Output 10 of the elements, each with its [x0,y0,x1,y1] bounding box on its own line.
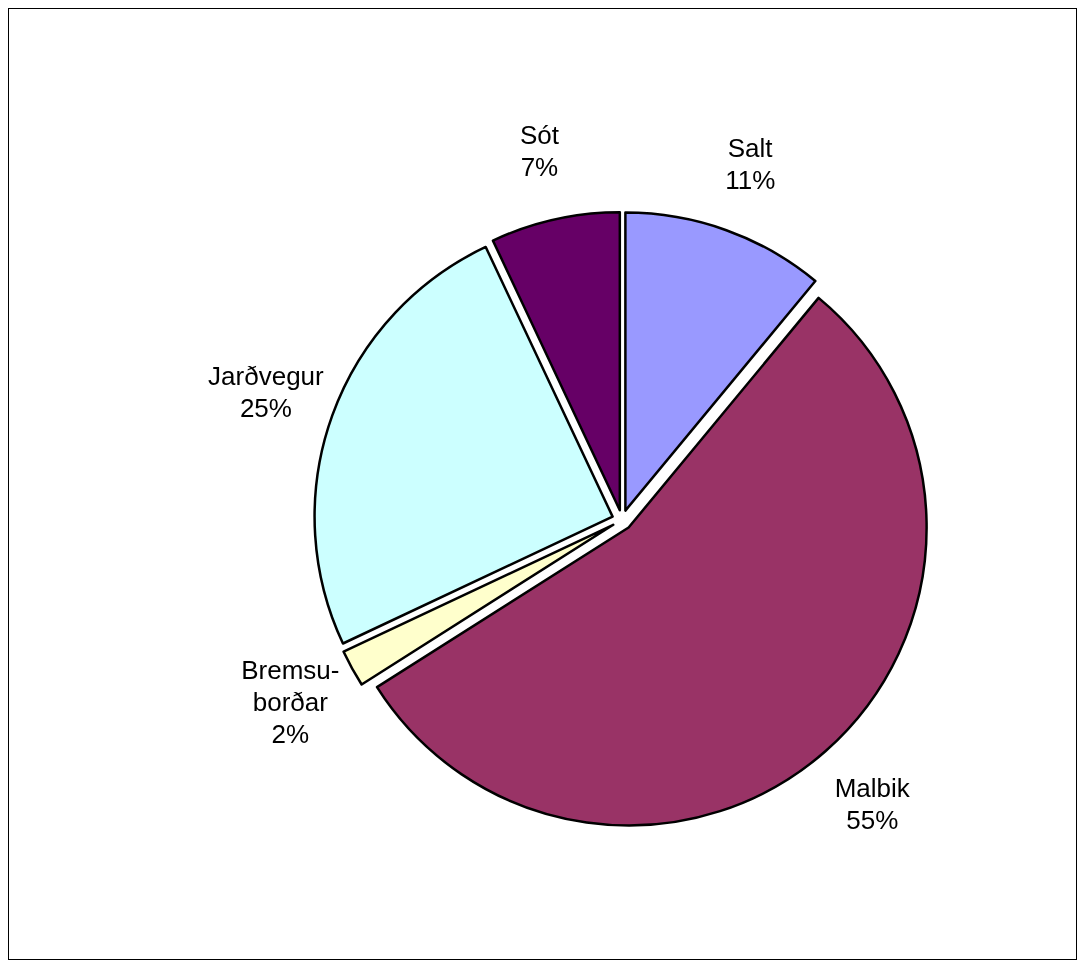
data-label: 7% [520,151,559,182]
data-label: 55% [846,804,899,835]
data-label: 25% [239,392,292,423]
slice-label: Jarðvegur [208,360,325,391]
slice-label: Bremsu-borðar [241,655,340,718]
slice-label: Salt [727,132,774,163]
slice-label: Malbik [834,772,911,803]
data-label: 11% [725,164,776,195]
slice-label: Sót [519,119,560,150]
data-label: 2% [271,719,310,750]
